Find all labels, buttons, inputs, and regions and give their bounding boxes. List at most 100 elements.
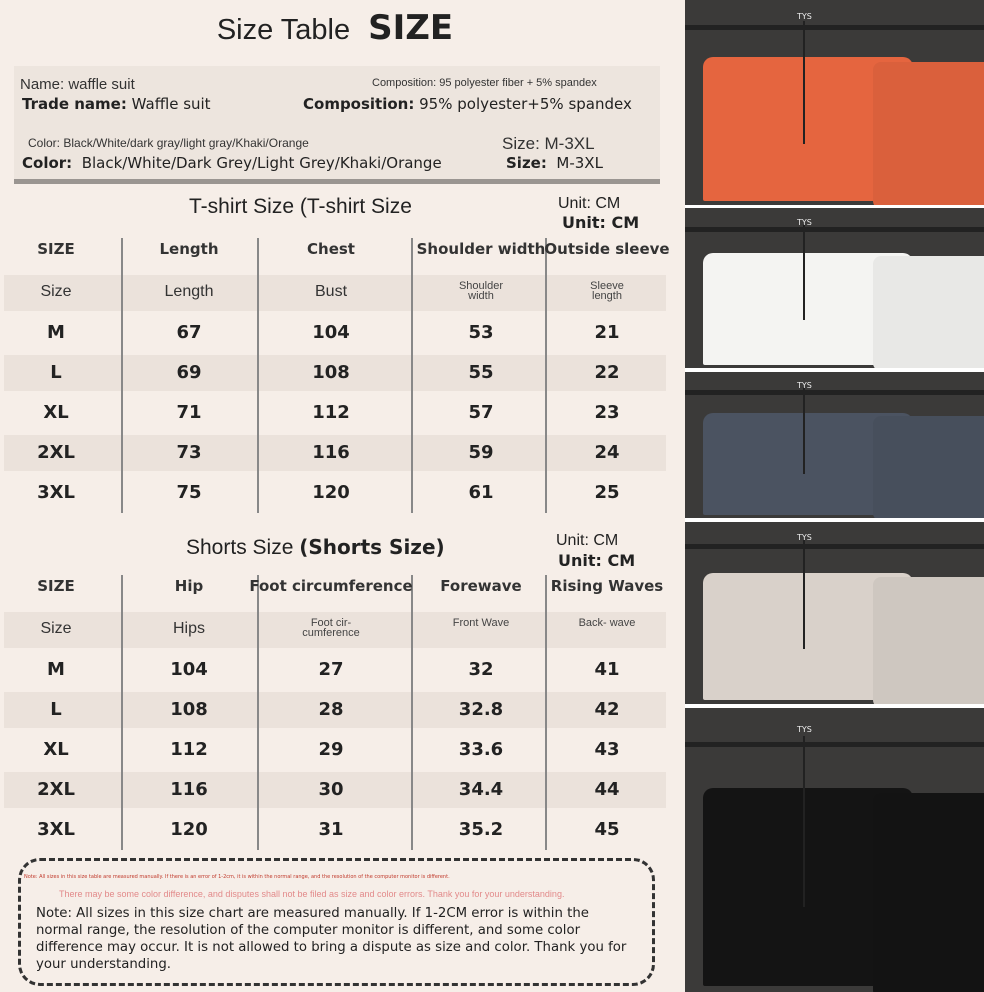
composition-small: Composition: 95 polyester fiber + 5% spa… xyxy=(372,77,597,89)
column-header: Outside sleeve xyxy=(544,240,670,258)
value-cell: 120 xyxy=(170,819,208,840)
value-cell: 32 xyxy=(468,659,494,680)
value-cell: 34.4 xyxy=(458,779,504,800)
brand-tag: TYS xyxy=(797,217,812,227)
color-value: Black/White/Dark Grey/Light Grey/Khaki/O… xyxy=(81,154,442,172)
note-box: Note: All sizes in this size table are m… xyxy=(18,858,655,986)
shorts-section-title: Shorts Size (Shorts Size) xyxy=(186,535,445,560)
title-bold: SIZE xyxy=(368,8,454,48)
note-main: Note: All sizes in this size chart are m… xyxy=(36,906,627,972)
value-cell: 112 xyxy=(170,739,208,760)
note-pink: There may be some color difference, and … xyxy=(59,889,565,899)
size-label: Size: xyxy=(506,154,547,172)
column-subheader: Sleeve length xyxy=(590,280,624,302)
column-header: Foot circumference xyxy=(249,577,413,595)
value-cell: 29 xyxy=(318,739,344,760)
necklace-cord xyxy=(803,540,805,650)
shorts-image xyxy=(873,793,984,992)
necklace-cord xyxy=(803,736,805,907)
page-title: Size Table SIZE xyxy=(0,8,670,48)
trade-value: Waffle suit xyxy=(131,95,211,113)
product-photo: TYS xyxy=(685,0,984,205)
row-stripe xyxy=(4,612,666,648)
column-subheader: Shoulder width xyxy=(458,280,504,302)
title-text: Size Table xyxy=(216,14,351,46)
column-subheader: Bust xyxy=(314,283,348,300)
column-divider xyxy=(257,575,259,850)
column-divider xyxy=(121,575,123,850)
value-cell: 104 xyxy=(170,659,208,680)
value-cell: 59 xyxy=(468,442,494,463)
brand-tag: TYS xyxy=(797,725,812,735)
row-stripe xyxy=(4,355,666,391)
value-cell: 43 xyxy=(594,739,620,760)
necklace-cord xyxy=(803,386,805,475)
size: Size: M-3XL xyxy=(506,154,603,172)
composition-value: 95% polyester+5% spandex xyxy=(419,95,632,113)
size-cell: L xyxy=(50,699,62,720)
column-header: Hip xyxy=(174,577,204,595)
value-cell: 42 xyxy=(594,699,620,720)
shorts-title-bold: (Shorts Size) xyxy=(299,535,445,559)
column-divider xyxy=(121,238,123,513)
column-divider xyxy=(545,575,547,850)
shorts-unit: Unit: CM xyxy=(558,551,636,570)
column-header: Rising Waves xyxy=(550,577,664,595)
column-subheader: Size xyxy=(40,620,72,637)
product-photo: TYS xyxy=(685,522,984,704)
color-small: Color: Black/White/dark gray/light gray/… xyxy=(28,136,309,150)
column-subheader: Size xyxy=(40,283,72,300)
product-info-box: Name: waffle suit Trade name: Waffle sui… xyxy=(14,66,660,184)
size-cell: M xyxy=(47,659,65,680)
column-subheader: Hips xyxy=(172,620,206,637)
value-cell: 116 xyxy=(170,779,208,800)
value-cell: 23 xyxy=(594,402,620,423)
tshirt-unit-small: Unit: CM xyxy=(558,195,621,212)
value-cell: 25 xyxy=(594,482,620,503)
column-subheader: Front Wave xyxy=(452,617,510,629)
value-cell: 31 xyxy=(318,819,344,840)
value-cell: 104 xyxy=(312,322,350,343)
composition-label: Composition: xyxy=(303,95,415,113)
value-cell: 69 xyxy=(176,362,202,383)
product-photo: TYS xyxy=(685,708,984,992)
value-cell: 67 xyxy=(176,322,202,343)
column-subheader: Foot cir- cumference xyxy=(302,617,360,639)
value-cell: 21 xyxy=(594,322,620,343)
shorts-title: Shorts Size xyxy=(186,536,294,559)
value-cell: 32.8 xyxy=(458,699,504,720)
value-cell: 44 xyxy=(594,779,620,800)
size-cell: 3XL xyxy=(37,819,75,840)
size-cell: XL xyxy=(43,402,69,423)
size-value: M-3XL xyxy=(556,154,603,172)
value-cell: 61 xyxy=(468,482,494,503)
value-cell: 30 xyxy=(318,779,344,800)
hanger-rail xyxy=(685,742,984,748)
value-cell: 57 xyxy=(468,402,494,423)
value-cell: 33.6 xyxy=(458,739,504,760)
shorts-image xyxy=(873,256,984,368)
row-stripe xyxy=(4,435,666,471)
hanger-rail xyxy=(685,24,984,30)
brand-tag: TYS xyxy=(797,532,812,542)
column-header: SIZE xyxy=(37,577,75,595)
trade-label: Trade name: xyxy=(22,95,127,113)
brand-tag: TYS xyxy=(797,12,812,22)
column-divider xyxy=(411,575,413,850)
value-cell: 45 xyxy=(594,819,620,840)
value-cell: 55 xyxy=(468,362,494,383)
product-photos: TYS TYS TYS TYS TYS xyxy=(685,0,984,992)
size-cell: M xyxy=(47,322,65,343)
composition: Composition: 95% polyester+5% spandex xyxy=(303,95,632,113)
shorts-unit-small: Unit: CM xyxy=(556,532,619,549)
column-divider xyxy=(545,238,547,513)
size-cell: 3XL xyxy=(37,482,75,503)
size-small: Size: M-3XL xyxy=(502,134,595,153)
column-header: Forewave xyxy=(440,577,522,595)
color-label: Color: xyxy=(22,154,73,172)
shorts-image xyxy=(873,576,984,704)
shorts-image xyxy=(873,415,984,518)
value-cell: 75 xyxy=(176,482,202,503)
note-tiny: Note: All sizes in this size table are m… xyxy=(24,874,450,880)
hanger-rail xyxy=(685,227,984,233)
